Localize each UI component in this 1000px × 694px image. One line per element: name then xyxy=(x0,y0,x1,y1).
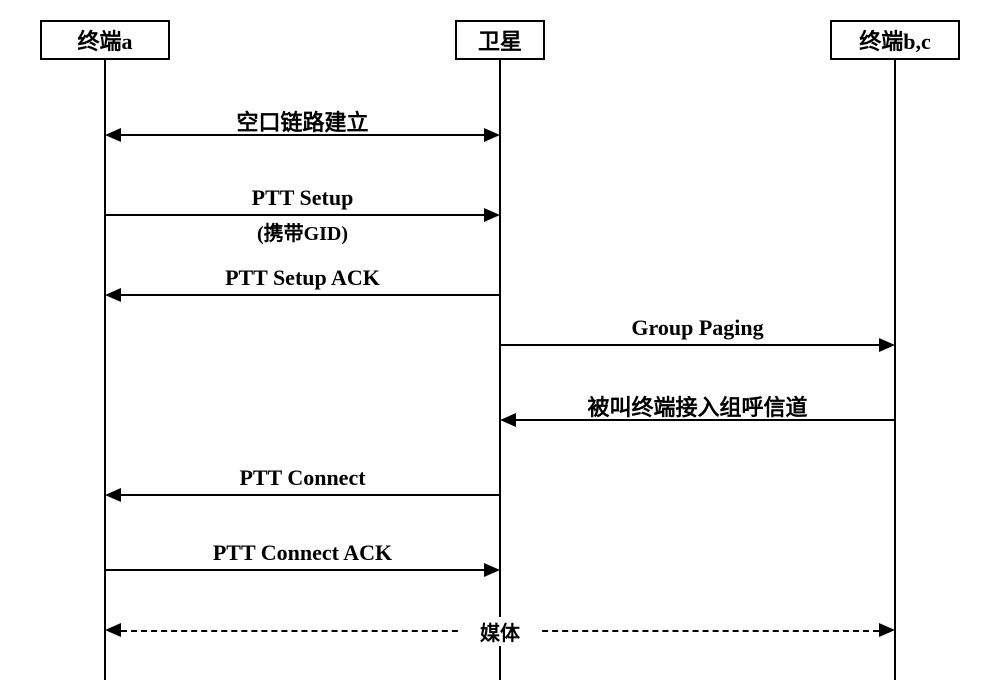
message-sublabel: (携带GID) xyxy=(103,217,503,246)
message-label: 空口链路建立 xyxy=(103,105,503,137)
arrow-head xyxy=(879,623,895,637)
message-label: PTT Connect ACK xyxy=(103,540,503,566)
media-label: 媒体 xyxy=(460,617,540,646)
message-label: 被叫终端接入组呼信道 xyxy=(498,390,898,422)
lifeline xyxy=(499,60,501,680)
message-line xyxy=(500,344,879,346)
message-line xyxy=(121,494,500,496)
participant-box: 终端b,c xyxy=(830,20,960,60)
lifeline xyxy=(894,60,896,680)
message-label: PTT Setup xyxy=(103,185,503,211)
message-line xyxy=(121,294,500,296)
lifeline xyxy=(104,60,106,680)
message-line xyxy=(105,214,484,216)
sequence-diagram: 终端a 卫星 终端b,c 空口链路建立 PTT Setup (携带GID) PTT Setu… xyxy=(0,0,1000,694)
participant-box: 卫星 xyxy=(455,20,545,60)
message-label: Group Paging xyxy=(498,315,898,341)
message-label: PTT Setup ACK xyxy=(103,265,503,291)
message-label: PTT Connect xyxy=(103,465,503,491)
arrow-head xyxy=(105,623,121,637)
participant-box: 终端a xyxy=(40,20,170,60)
message-line xyxy=(105,569,484,571)
